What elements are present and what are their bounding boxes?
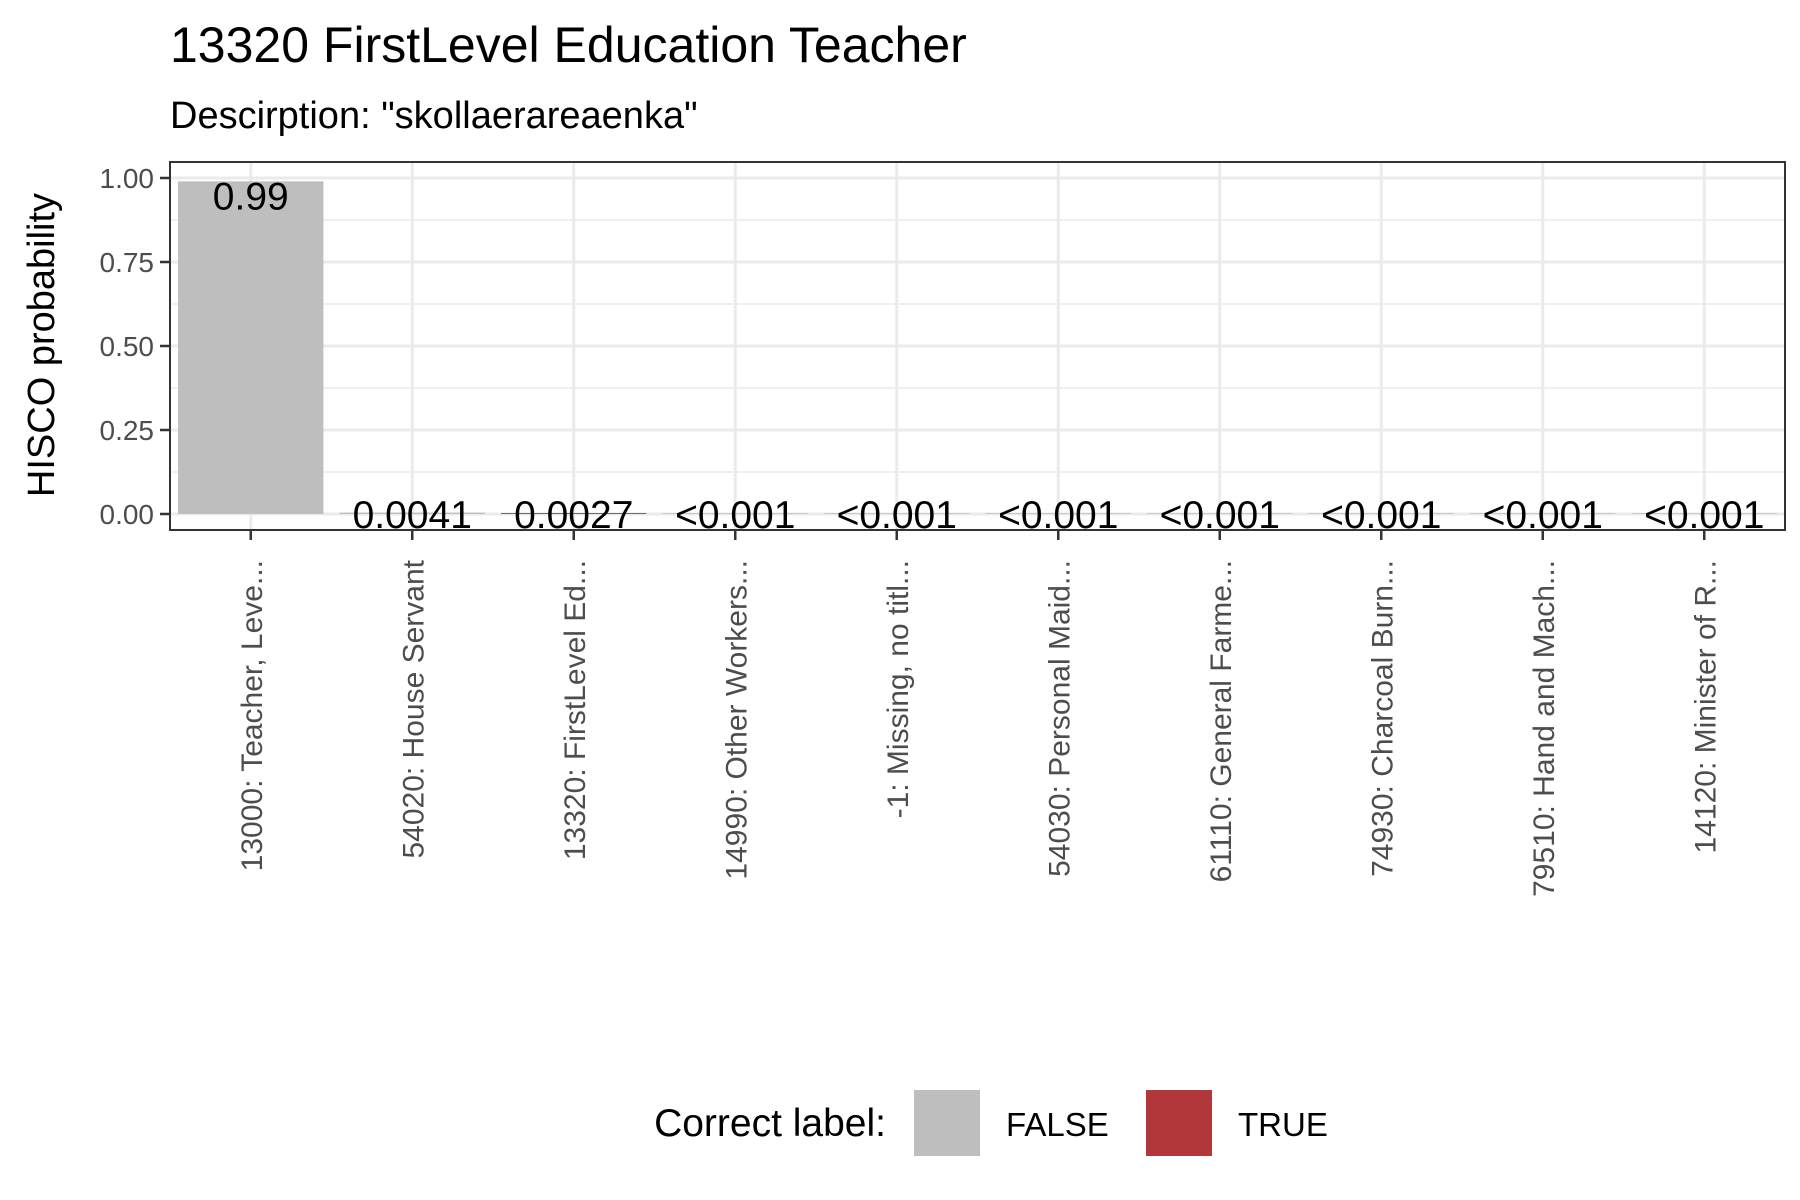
chart-subtitle: Descirption: "skollaerareaenka" <box>170 95 698 137</box>
y-tick-label: 0.75 <box>100 247 155 278</box>
bar-2 <box>339 512 485 514</box>
y-tick-label: 0.00 <box>100 499 155 530</box>
chart-title: 13320 FirstLevel Education Teacher <box>170 17 967 73</box>
x-tick-label: 54020: House Servant <box>397 559 430 858</box>
bar-4 <box>662 513 808 514</box>
plot-panel: 0.990.0041 0.0027 <0.001 <0.001 <0.001 <0.001… <box>100 161 1786 897</box>
y-tick-label: 0.50 <box>100 331 155 362</box>
y-tick-label: 1.00 <box>100 163 155 194</box>
bar-1 <box>178 181 324 515</box>
legend-label-false: FALSE <box>1006 1106 1109 1143</box>
x-tick-label: 54030: Personal Maid... <box>1043 560 1076 877</box>
x-tick-label: -1: Missing, no titl... <box>882 560 915 818</box>
bar-9 <box>1470 513 1616 514</box>
x-tick-label: 14120: Minister of R... <box>1689 560 1722 853</box>
bar-7 <box>1147 513 1293 514</box>
legend: Correct label: FALSE TRUE <box>654 1090 1328 1156</box>
x-tick-label: 13320: FirstLevel Ed... <box>559 560 592 860</box>
legend-label-true: TRUE <box>1238 1106 1328 1143</box>
legend-swatch-false <box>914 1090 980 1156</box>
x-tick-label: 61110: General Farme... <box>1205 560 1238 882</box>
bar-5 <box>824 513 970 514</box>
x-tick-label: 14990: Other Workers... <box>720 560 753 880</box>
x-tick-label: 79510: Hand and Mach... <box>1528 560 1561 897</box>
bar-10 <box>1631 513 1777 514</box>
y-tick-label: 0.25 <box>100 415 155 446</box>
bar-6 <box>985 513 1131 514</box>
y-axis-label: HISCO probability <box>21 193 63 497</box>
x-tick-label: 13000: Teacher, Leve... <box>236 560 269 871</box>
legend-title: Correct label: <box>654 1102 886 1145</box>
bar-8 <box>1308 513 1454 514</box>
data-label-1: 0.99 <box>213 175 289 218</box>
legend-swatch-true <box>1146 1090 1212 1156</box>
bar-3 <box>501 513 647 514</box>
x-tick-label: 74930: Charcoal Burn... <box>1366 560 1399 877</box>
